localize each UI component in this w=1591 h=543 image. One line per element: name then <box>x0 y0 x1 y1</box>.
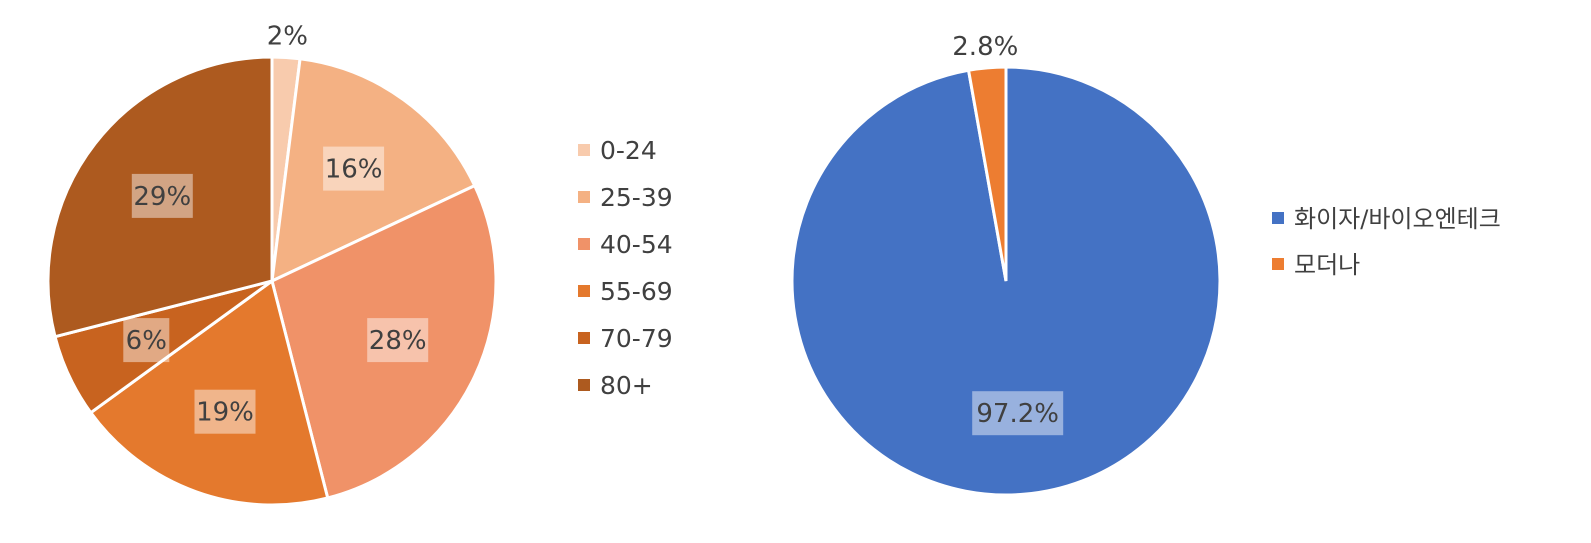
age-pie-legend-item-4: 70-79 <box>578 324 673 353</box>
legend-swatch <box>578 144 590 156</box>
age-pie-data-label-5: 29% <box>131 173 193 218</box>
legend-swatch <box>1272 212 1284 224</box>
age-pie-legend: 0-24 25-39 40-54 55-69 70-79 80+ <box>578 136 673 400</box>
legend-swatch <box>578 285 590 297</box>
age-pie-data-label-4: 6% <box>123 318 170 363</box>
age-pie-data-labels: 2% 16% 28% 19% 6% 29% <box>123 22 429 434</box>
svg-text:2.8%: 2.8% <box>952 32 1018 62</box>
age-pie-legend-item-5: 80+ <box>578 371 653 400</box>
age-pie-data-label-2: 28% <box>367 318 429 363</box>
age-pie-legend-item-0: 0-24 <box>578 136 657 165</box>
age-pie-slice-2 <box>270 183 498 500</box>
svg-text:28%: 28% <box>369 326 427 356</box>
age-pie-data-label-0: 2% <box>267 22 308 52</box>
legend-label: 40-54 <box>600 230 673 259</box>
svg-text:6%: 6% <box>126 326 167 356</box>
age-pie-chart: 2% 16% 28% 19% 6% 29% 0-24 25-39 40-54 55-69 70-7… <box>46 22 673 507</box>
legend-label: 화이자/바이오엔테크 <box>1294 205 1501 233</box>
vaccine-pie-slice-0 <box>790 65 1222 497</box>
age-pie-slice-3 <box>88 278 330 507</box>
vaccine-pie-legend-item-1: 모더나 <box>1272 251 1360 279</box>
legend-swatch <box>578 379 590 391</box>
svg-text:16%: 16% <box>325 155 383 185</box>
svg-text:2%: 2% <box>267 22 308 52</box>
legend-label: 80+ <box>600 371 653 400</box>
vaccine-pie-legend-item-0: 화이자/바이오엔테크 <box>1272 205 1501 233</box>
age-pie-legend-item-1: 25-39 <box>578 183 673 212</box>
legend-label: 70-79 <box>600 324 673 353</box>
legend-swatch <box>578 332 590 344</box>
age-pie-slice-1 <box>270 57 477 284</box>
legend-label: 25-39 <box>600 183 673 212</box>
age-pie-data-label-3: 19% <box>194 389 256 434</box>
legend-swatch <box>578 238 590 250</box>
legend-label: 0-24 <box>600 136 657 165</box>
svg-text:97.2%: 97.2% <box>976 399 1059 429</box>
vaccine-pie-data-label-1: 2.8% <box>952 32 1018 62</box>
age-pie-slices <box>46 55 498 507</box>
legend-swatch <box>578 191 590 203</box>
svg-text:19%: 19% <box>196 398 254 428</box>
legend-swatch <box>1272 258 1284 270</box>
age-pie-data-label-1: 16% <box>323 146 385 191</box>
age-pie-legend-item-2: 40-54 <box>578 230 673 259</box>
vaccine-pie-data-labels: 97.2% 2.8% <box>952 32 1064 436</box>
legend-label: 모더나 <box>1294 251 1360 279</box>
age-pie-legend-item-3: 55-69 <box>578 277 673 306</box>
svg-text:29%: 29% <box>133 182 191 212</box>
vaccine-pie-slices <box>790 65 1222 497</box>
legend-label: 55-69 <box>600 277 673 306</box>
vaccine-pie-slice-1 <box>966 65 1008 282</box>
age-pie-slice-5 <box>46 55 274 339</box>
vaccine-pie-data-label-0: 97.2% <box>972 391 1064 436</box>
